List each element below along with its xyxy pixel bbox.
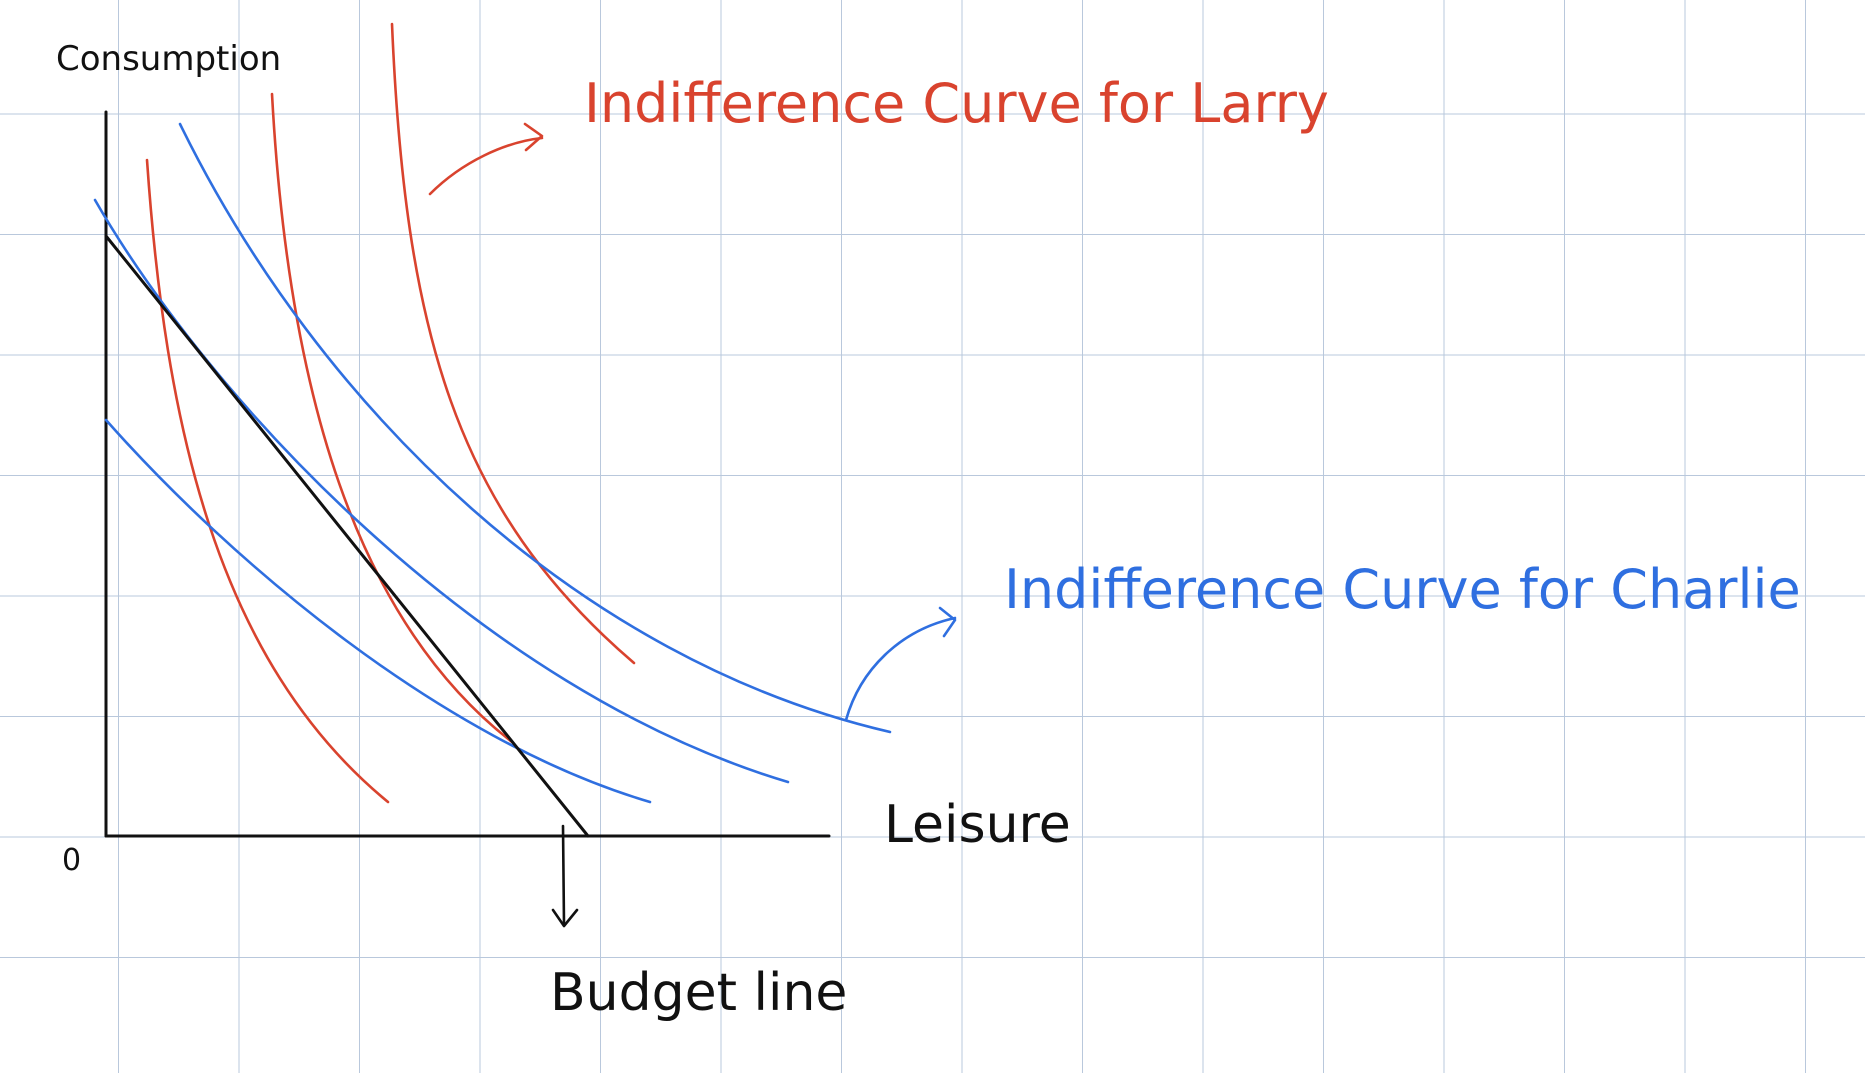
larry-arrow-shaft bbox=[428, 136, 544, 196]
charlie-label-arrow bbox=[844, 606, 957, 722]
budget-arrow-shaft bbox=[561, 824, 566, 926]
charlie-indifference-curve-2 bbox=[93, 198, 790, 784]
budget-line-label: Budget line bbox=[550, 963, 847, 1023]
charlie-indifference-curve-1 bbox=[104, 418, 652, 804]
charlie-curve-label: Indifference Curve for Charlie bbox=[1004, 558, 1801, 621]
budget-line bbox=[104, 234, 590, 838]
y-axis-label: Consumption bbox=[56, 39, 281, 79]
charlie-curves bbox=[93, 122, 892, 804]
larry-indifference-curve-2 bbox=[270, 92, 514, 744]
charlie-indifference-curve-3 bbox=[178, 122, 892, 734]
larry-curve-label: Indifference Curve for Larry bbox=[584, 72, 1329, 135]
charlie-arrow-shaft bbox=[844, 616, 957, 722]
larry-indifference-curve-3 bbox=[390, 22, 636, 665]
budget-arrow-head bbox=[551, 908, 579, 928]
larry-arrow-head bbox=[523, 122, 544, 152]
origin-label: 0 bbox=[62, 843, 81, 878]
budget-label-arrow bbox=[551, 824, 579, 928]
larry-label-arrow bbox=[428, 122, 544, 196]
larry-curves bbox=[145, 22, 636, 804]
axes bbox=[104, 110, 831, 838]
x-axis-label: Leisure bbox=[884, 795, 1071, 855]
charlie-arrow-head bbox=[938, 606, 957, 638]
larry-indifference-curve-1 bbox=[145, 158, 390, 804]
